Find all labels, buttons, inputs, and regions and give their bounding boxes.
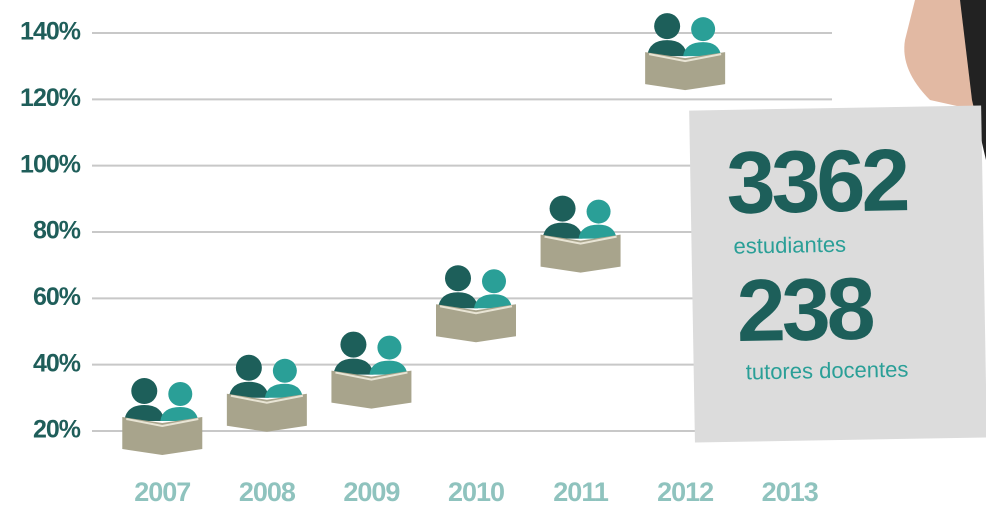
y-tick-label: 40% bbox=[33, 349, 81, 377]
y-tick-label: 140% bbox=[20, 18, 81, 46]
body-dark bbox=[228, 381, 269, 398]
grid: 20% 40% 60% 80% 100% 120% 140% 2007 2008 2009 2010… bbox=[20, 18, 832, 507]
book-fold bbox=[335, 371, 408, 381]
body-dark bbox=[333, 358, 374, 375]
y-tick-label: 80% bbox=[33, 217, 81, 245]
body-light bbox=[683, 42, 722, 57]
x-tick-label: 2010 bbox=[448, 477, 504, 507]
book bbox=[226, 393, 307, 432]
card bbox=[689, 105, 986, 443]
body-light bbox=[474, 294, 512, 309]
y-tick-label: 120% bbox=[20, 84, 81, 112]
y-tick-label: 20% bbox=[33, 416, 81, 444]
reader-icon bbox=[331, 331, 412, 409]
head-light bbox=[482, 269, 506, 294]
students-label: estudiantes bbox=[733, 232, 846, 259]
book bbox=[122, 417, 203, 455]
reader-icon bbox=[226, 354, 307, 432]
book bbox=[436, 304, 516, 343]
book-fold bbox=[230, 394, 304, 404]
students-count: 3362 bbox=[726, 130, 909, 232]
reader-icon bbox=[645, 13, 726, 91]
reader-icon bbox=[436, 265, 516, 343]
tutors-count: 238 bbox=[736, 259, 875, 360]
reader-icon bbox=[540, 195, 621, 273]
head-light bbox=[586, 199, 611, 224]
head-light bbox=[272, 358, 297, 383]
head-dark bbox=[549, 195, 576, 222]
book bbox=[331, 370, 412, 409]
x-tick-label: 2007 bbox=[134, 477, 190, 507]
x-tick-label: 2008 bbox=[239, 477, 296, 507]
head-light bbox=[377, 335, 402, 360]
book-fold bbox=[544, 235, 617, 245]
callout-card: 3362 estudiantes 238 tutores docentes bbox=[689, 105, 986, 443]
head-dark bbox=[340, 331, 367, 358]
head-light bbox=[168, 382, 193, 406]
reader-icon bbox=[122, 378, 203, 455]
x-tick-label: 2012 bbox=[657, 477, 713, 507]
y-tick-label: 60% bbox=[33, 283, 81, 311]
y-tick-label: 100% bbox=[20, 150, 81, 178]
book-fold bbox=[126, 418, 199, 428]
head-dark bbox=[654, 13, 681, 40]
tutors-label: tutores docentes bbox=[746, 357, 909, 385]
x-tick-label: 2009 bbox=[343, 477, 400, 507]
book-fold bbox=[648, 53, 722, 63]
head-dark bbox=[131, 378, 158, 404]
x-tick-label: 2013 bbox=[762, 477, 819, 507]
body-dark bbox=[124, 405, 165, 421]
body-light bbox=[264, 383, 303, 398]
book bbox=[540, 234, 621, 273]
book bbox=[645, 52, 726, 91]
body-light bbox=[369, 360, 408, 375]
body-light bbox=[578, 224, 617, 239]
body-dark bbox=[647, 40, 688, 57]
head-dark bbox=[235, 354, 262, 381]
head-dark bbox=[445, 265, 471, 292]
body-dark bbox=[438, 292, 478, 309]
body-dark bbox=[542, 222, 583, 239]
marks bbox=[122, 13, 726, 455]
hand bbox=[904, 0, 980, 110]
x-tick-label: 2011 bbox=[553, 477, 609, 507]
head-light bbox=[691, 17, 716, 42]
book-fold bbox=[439, 305, 513, 315]
body-light bbox=[160, 407, 199, 421]
